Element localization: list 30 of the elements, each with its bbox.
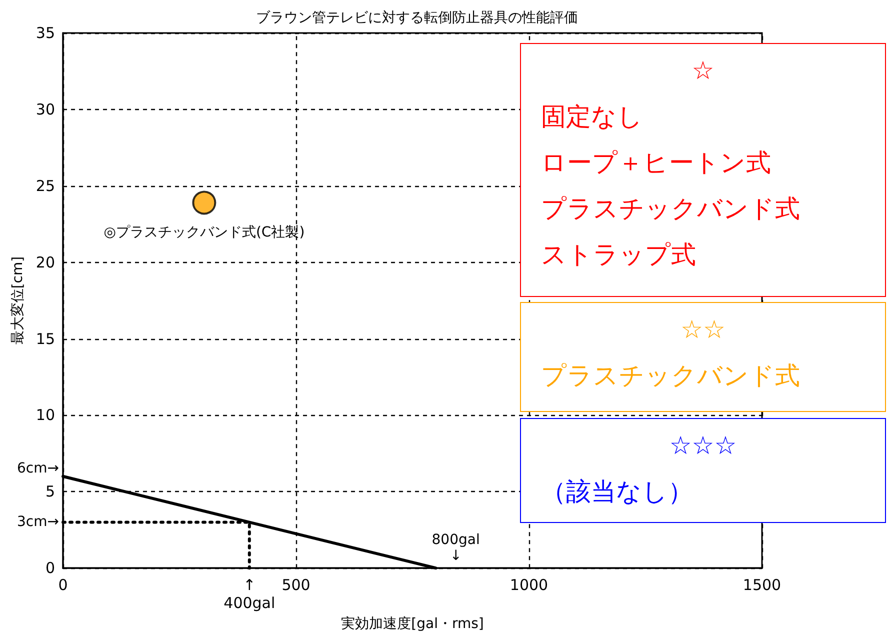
- y-tick-label: 25: [36, 176, 55, 195]
- annotation: プラスチックバンド式: [541, 193, 801, 225]
- x-tick-label: 1500: [742, 576, 782, 594]
- note-box: ☆☆ プラスチックバンド式: [520, 302, 886, 412]
- y-tick-label: 35: [36, 24, 55, 42]
- note-box: ☆☆☆ （該当なし）: [520, 418, 886, 523]
- annotation: ☆☆☆: [668, 430, 738, 462]
- annotation: 800gal ↓: [432, 532, 480, 564]
- x-tick-label: ↑ 400gal: [224, 576, 276, 612]
- annotation: （該当なし）: [541, 476, 694, 508]
- annotation: 固定なし: [541, 101, 644, 133]
- y-tick-label: 0: [45, 559, 55, 578]
- x-axis-title: 実効加速度[gal・rms]: [341, 616, 484, 632]
- annotation: ストラップ式: [541, 239, 697, 271]
- annotation: ☆☆: [680, 314, 726, 346]
- chart-title: ブラウン管テレビに対する転倒防止器具の性能評価: [256, 10, 578, 26]
- annotation: ☆: [690, 55, 716, 87]
- x-tick-label: 1000: [510, 576, 548, 594]
- x-tick-label: 500: [282, 576, 310, 594]
- y-tick-label: 15: [36, 330, 55, 348]
- x-tick-label: 0: [58, 576, 68, 594]
- annotation: ロープ＋ヒートン式: [541, 147, 772, 179]
- annotation: 3cm→: [17, 514, 60, 530]
- annotation: 6cm→: [17, 460, 60, 476]
- y-axis-title: 最大変位[cm]: [10, 256, 26, 345]
- annotation: プラスチックバンド式: [541, 360, 801, 392]
- y-tick-label: 20: [36, 253, 55, 272]
- y-tick-label: 5: [45, 482, 55, 501]
- y-tick-label: 30: [36, 100, 55, 118]
- y-tick-label: 10: [36, 406, 55, 424]
